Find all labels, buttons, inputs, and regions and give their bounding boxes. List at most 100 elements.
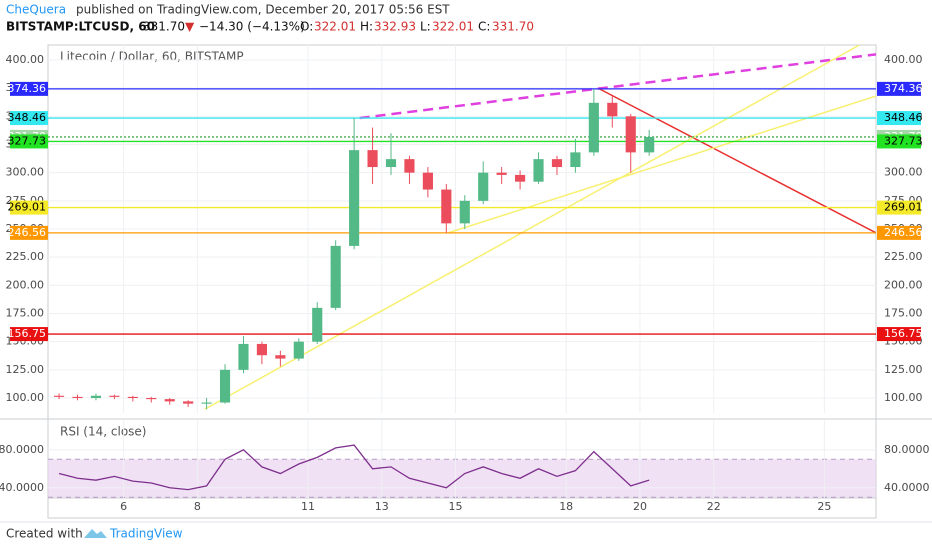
level-label-right: 269.01	[884, 201, 923, 214]
level-box-left	[10, 225, 48, 240]
candle-body	[533, 159, 544, 182]
candle-body	[164, 399, 175, 402]
y-tick-label-right: 100.00	[884, 391, 923, 404]
candle-body	[275, 355, 286, 359]
change-arrow: ▼	[185, 20, 195, 34]
rsi-tick-label-right: 40.0000	[884, 481, 930, 494]
rsi-line	[58, 444, 650, 491]
candle-body	[127, 396, 138, 399]
y-tick-label-left: 200.00	[6, 278, 45, 291]
candle-body	[588, 102, 599, 153]
candle-body	[312, 307, 323, 342]
o-value: 322.01	[314, 20, 356, 34]
y-tick-label-left: 175.00	[6, 307, 45, 320]
y-tick-label-left: 100.00	[6, 391, 45, 404]
candle-body	[201, 402, 212, 404]
y-tick-label-left: 225.00	[6, 250, 45, 263]
y-tick-label-left: 400.00	[6, 53, 45, 66]
x-tick-label: 13	[375, 500, 389, 513]
candle-body	[385, 159, 397, 168]
rsi-title: RSI (14, close)	[60, 425, 146, 439]
candle-body	[349, 150, 360, 246]
rsi-band	[48, 459, 876, 498]
x-tick-label: 20	[633, 500, 647, 513]
change: −14.30 (−4.13%)	[199, 20, 305, 34]
y-tick-label-right: 200.00	[884, 278, 923, 291]
level-box-right	[877, 134, 921, 149]
level-label-right: 374.36	[884, 82, 923, 95]
candle-body	[644, 136, 655, 153]
published: published on TradingView.com, December 2…	[76, 3, 450, 17]
candle-body	[551, 159, 563, 168]
rsi-tick-label-left: 40.0000	[0, 481, 44, 494]
y-tick-label-right: 300.00	[884, 166, 923, 179]
level-box-left	[10, 111, 48, 126]
level-label-left: 348.46	[8, 111, 47, 124]
level-box-right	[877, 225, 921, 240]
chart-title: Litecoin / Dollar, 60, BITSTAMP	[60, 50, 244, 64]
rsi-tick-label-left: 80.0000	[0, 443, 44, 456]
x-tick-label: 15	[449, 500, 463, 513]
author[interactable]: CheQuera	[6, 3, 66, 17]
candle-body	[256, 343, 267, 356]
y-tick-label-right: 125.00	[884, 363, 923, 376]
candle-body	[570, 152, 581, 168]
level-label-left: 156.75	[8, 327, 47, 340]
y-tick-label-left: 125.00	[6, 363, 45, 376]
level-box-right	[877, 200, 921, 215]
candle-body	[72, 396, 83, 399]
level-box-left	[10, 81, 48, 96]
x-tick-label: 22	[707, 500, 721, 513]
candle-body	[53, 395, 65, 397]
candle-body	[238, 343, 249, 370]
level-label-right: 327.73	[884, 134, 923, 147]
candle-body	[478, 172, 489, 201]
x-tick-label: 11	[301, 500, 315, 513]
candle-body	[422, 172, 433, 190]
candle-body	[90, 395, 102, 399]
candle-body	[146, 398, 157, 400]
footer-brand[interactable]: TradingView	[109, 527, 183, 541]
c-value: 331.70	[492, 20, 534, 34]
trend-line	[447, 95, 876, 234]
l-label: L:	[420, 20, 431, 34]
level-label-left: 374.36	[8, 82, 47, 95]
candle-body	[219, 369, 231, 403]
candle-body	[625, 116, 636, 153]
h-value: 332.93	[374, 20, 416, 34]
h-label: H:	[360, 20, 373, 34]
l-value: 322.01	[432, 20, 474, 34]
x-tick-label: 8	[194, 500, 201, 513]
level-label-right: 156.75	[884, 327, 923, 340]
candle-body	[109, 395, 120, 397]
level-label-left: 246.56	[8, 226, 47, 239]
trend-line	[599, 88, 876, 234]
tv-logo	[84, 529, 107, 538]
level-label-left: 269.01	[8, 201, 47, 214]
trend-line	[359, 53, 876, 120]
candle-body	[404, 159, 415, 173]
candle-body	[515, 174, 526, 182]
level-box-left	[10, 134, 48, 149]
candle-body	[367, 150, 378, 168]
level-label-right: 246.56	[884, 226, 923, 239]
candle-body	[607, 102, 618, 117]
level-box-right	[877, 327, 921, 342]
candle-body	[293, 341, 304, 359]
y-tick-label-right: 225.00	[884, 250, 923, 263]
level-label-right: 348.46	[884, 111, 923, 124]
symbol: BITSTAMP:LTCUSD, 60	[6, 20, 155, 34]
candle-body	[459, 200, 470, 224]
candle-body	[496, 172, 507, 175]
level-box-left	[10, 200, 48, 215]
level-box-right	[877, 111, 921, 126]
o-label: O:	[300, 20, 313, 34]
last-price: 331.70	[143, 20, 185, 34]
x-tick-label: 18	[559, 500, 573, 513]
y-tick-label-right: 175.00	[884, 307, 923, 320]
y-tick-label-left: 300.00	[6, 166, 45, 179]
candle-body	[330, 245, 341, 308]
level-box-right	[877, 81, 921, 96]
candle-body	[441, 189, 452, 224]
